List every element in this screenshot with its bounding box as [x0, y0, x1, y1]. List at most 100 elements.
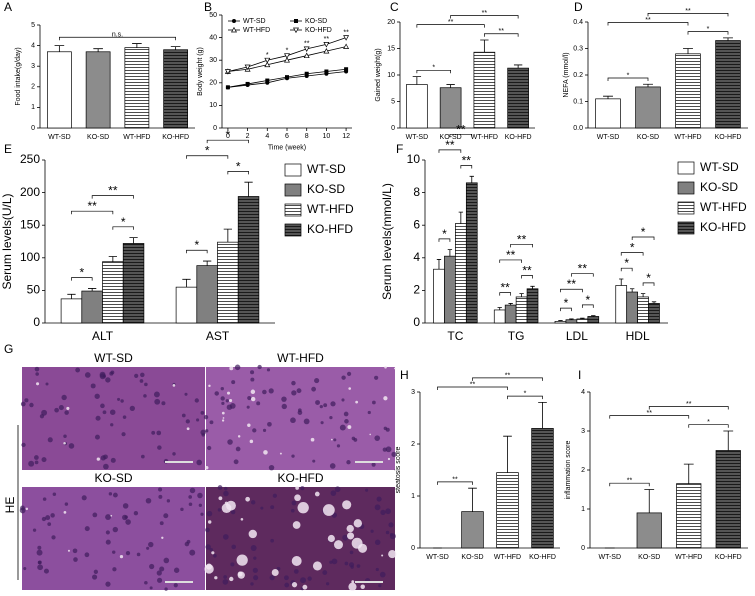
- panel-letter: D: [574, 0, 583, 14]
- x-tick-label: KO-SD: [461, 554, 483, 561]
- significance-bracket: [484, 33, 519, 37]
- nucleus: [356, 564, 361, 568]
- nucleus: [19, 507, 26, 514]
- nucleus: [209, 548, 213, 552]
- error-bar: [436, 259, 442, 270]
- nucleus: [291, 500, 297, 506]
- nucleus: [320, 421, 324, 425]
- x-tick-label: WT-HFD: [675, 554, 702, 561]
- x-tick-label: 4: [265, 133, 269, 140]
- nucleus: [269, 575, 275, 581]
- vacuole: [63, 511, 67, 514]
- error-bar: [723, 37, 733, 41]
- nucleus: [213, 553, 217, 558]
- nucleus: [339, 424, 346, 431]
- significance-label: *: [646, 271, 651, 285]
- bar: [196, 265, 218, 324]
- nucleus: [139, 379, 144, 383]
- vacuole: [211, 551, 215, 555]
- nucleus: [336, 444, 341, 448]
- nucleus: [217, 508, 222, 512]
- histology-image: [22, 487, 205, 590]
- legend-label: WT-SD: [307, 162, 346, 176]
- nucleus: [154, 398, 161, 405]
- vacuole: [25, 507, 29, 511]
- point: [343, 43, 350, 49]
- nucleus: [34, 460, 39, 465]
- vacuole: [236, 554, 248, 566]
- stain-label: HE: [3, 497, 17, 514]
- nucleus: [284, 582, 290, 588]
- legend-label: WT-HFD: [243, 27, 270, 34]
- vacuole: [67, 549, 70, 552]
- nucleus: [205, 527, 210, 533]
- nucleus: [45, 515, 51, 521]
- bar: [81, 290, 103, 324]
- nucleus: [164, 587, 168, 591]
- bar: [217, 241, 239, 324]
- nucleus: [343, 411, 349, 417]
- bar: [465, 182, 478, 324]
- significance-bracket: [437, 386, 508, 390]
- nucleus: [284, 575, 289, 581]
- vacuole: [346, 524, 354, 533]
- panel-letter: A: [4, 0, 12, 14]
- y-axis-label: Serum levels(U/L): [0, 193, 14, 289]
- nucleus: [157, 445, 162, 450]
- significance-bracket: [186, 249, 208, 254]
- error-bar: [458, 211, 464, 224]
- nucleus: [341, 398, 345, 402]
- nucleus: [94, 434, 100, 440]
- significance-bracket: [472, 377, 543, 381]
- panel-letter: F: [396, 142, 403, 156]
- nucleus: [349, 550, 354, 555]
- nucleus: [307, 576, 312, 581]
- significance-label: **: [517, 232, 527, 246]
- error-bar: [580, 317, 585, 319]
- x-tick-label: WT-HFD: [494, 554, 521, 561]
- point: [264, 57, 271, 64]
- nucleus: [262, 428, 267, 432]
- y-axis-label: Gained weight(g): [375, 48, 382, 101]
- nucleus: [93, 569, 98, 574]
- vacuole: [312, 561, 322, 571]
- vacuole: [327, 534, 335, 543]
- point: [264, 61, 271, 68]
- significance-bracket: [560, 307, 572, 312]
- significance-label: *: [194, 238, 199, 252]
- nucleus: [220, 396, 225, 401]
- y-axis-label: Serum levels(mmol/L): [380, 183, 394, 300]
- nucleus: [250, 377, 255, 382]
- significance-bracket: [620, 252, 644, 256]
- vacuole: [229, 366, 234, 371]
- nucleus: [112, 567, 117, 572]
- nucleus: [222, 534, 229, 540]
- nucleus: [145, 497, 152, 504]
- significance-label: *: [442, 227, 447, 241]
- nucleus: [52, 492, 57, 497]
- nucleus: [329, 463, 336, 469]
- significance-label: **: [647, 410, 653, 417]
- y-tick-label: 2: [411, 441, 415, 448]
- nucleus: [250, 545, 257, 552]
- nucleus: [233, 459, 239, 465]
- nucleus: [112, 550, 116, 554]
- error-bar: [446, 84, 455, 88]
- nucleus: [227, 439, 233, 445]
- bar: [615, 285, 628, 324]
- nucleus: [231, 380, 236, 385]
- nucleus: [68, 443, 75, 449]
- y-tick-label: 100: [20, 250, 40, 264]
- nucleus: [134, 373, 139, 378]
- nucleus: [47, 437, 53, 443]
- vacuole: [207, 520, 212, 524]
- nucleus: [270, 505, 275, 510]
- legend-marker: [293, 27, 299, 34]
- x-tick-label: ALT: [92, 329, 114, 343]
- significance-bracket: [206, 139, 249, 144]
- significance-label: *: [707, 419, 710, 426]
- vacuole: [297, 502, 309, 514]
- x-tick-label: 8: [305, 133, 309, 140]
- y-tick-label: 0: [391, 125, 395, 132]
- nucleus: [389, 533, 393, 537]
